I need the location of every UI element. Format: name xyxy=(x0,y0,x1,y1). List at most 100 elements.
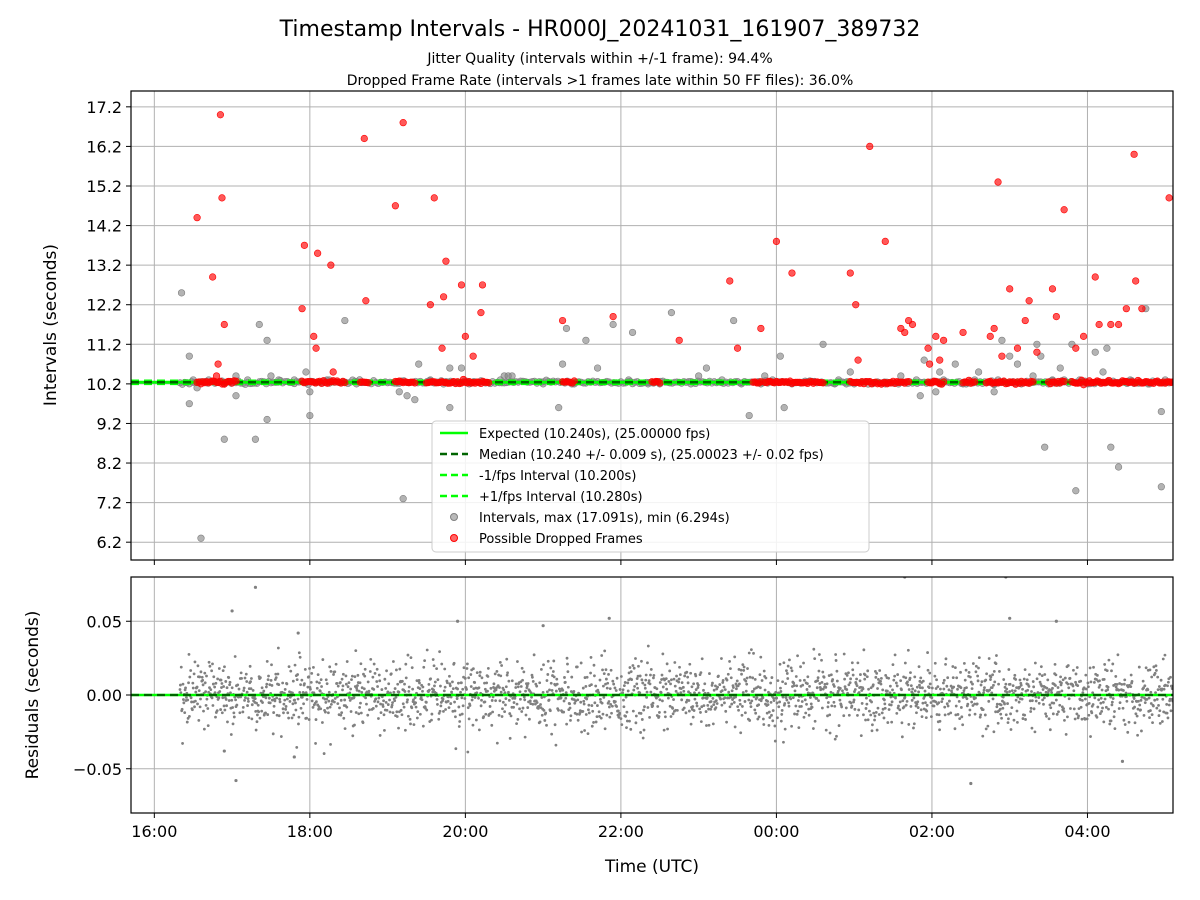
residual-point xyxy=(879,679,882,683)
residual-point xyxy=(297,722,300,726)
residuals-plot-frame xyxy=(130,576,1174,814)
residual-point xyxy=(1066,664,1070,667)
residual-point xyxy=(211,682,215,686)
residual-point xyxy=(413,696,417,700)
residual-point xyxy=(664,715,667,719)
residual-point xyxy=(917,690,921,694)
residual-point xyxy=(851,668,855,672)
dropped-frame-point xyxy=(360,134,368,143)
residual-point xyxy=(1013,673,1017,677)
residual-point xyxy=(973,712,977,716)
residual-point xyxy=(712,703,716,707)
residual-point xyxy=(774,690,778,694)
residual-point xyxy=(320,685,323,688)
residual-point xyxy=(981,708,985,712)
residual-point xyxy=(1016,695,1020,699)
residual-point xyxy=(767,723,771,727)
residual-point xyxy=(1086,685,1090,689)
residual-point xyxy=(994,662,998,666)
residual-point xyxy=(554,743,558,747)
residual-point xyxy=(1001,706,1005,710)
residual-point xyxy=(677,680,681,684)
residual-point xyxy=(365,702,368,706)
residual-point xyxy=(266,678,270,682)
residual-point xyxy=(999,712,1003,716)
residual-point xyxy=(238,711,242,715)
residual-point xyxy=(443,685,447,689)
residual-point xyxy=(1137,699,1140,703)
residual-point xyxy=(655,696,658,700)
residual-point xyxy=(247,716,251,720)
residual-point xyxy=(329,702,333,706)
dropped-frame-point xyxy=(478,281,487,289)
residual-point xyxy=(994,710,997,714)
residual-point xyxy=(246,697,250,701)
residual-point xyxy=(898,700,902,704)
residual-point xyxy=(497,713,501,717)
residual-point xyxy=(1054,673,1058,677)
residual-point xyxy=(505,657,509,661)
dropped-frame-point xyxy=(1060,206,1068,214)
residual-point xyxy=(251,688,255,692)
residual-point xyxy=(733,655,737,659)
residual-point xyxy=(457,725,461,728)
residual-point xyxy=(215,709,219,713)
residual-point xyxy=(431,658,435,661)
residual-point xyxy=(582,699,586,703)
residual-point xyxy=(486,689,489,693)
residual-point xyxy=(499,690,503,694)
residual-point xyxy=(590,704,594,707)
residual-point xyxy=(436,703,439,706)
residual-point xyxy=(872,711,876,715)
dropped-frame-point xyxy=(1060,377,1068,386)
residual-point xyxy=(988,688,992,692)
residual-point xyxy=(483,700,487,704)
residual-point xyxy=(295,678,299,682)
residual-point xyxy=(497,673,501,677)
residual-point xyxy=(282,711,285,715)
residual-point xyxy=(354,649,358,653)
x-tick-label: 22:00 xyxy=(598,822,644,841)
residual-point xyxy=(250,677,253,680)
residual-point xyxy=(1111,662,1115,666)
residual-point xyxy=(1015,720,1019,724)
residual-point xyxy=(856,661,860,665)
residual-point xyxy=(705,724,708,727)
interval-point xyxy=(936,368,944,376)
residual-point xyxy=(883,706,887,710)
residual-point xyxy=(818,682,822,685)
dropped-frame-point xyxy=(327,261,335,269)
residual-point xyxy=(499,674,503,678)
residual-point xyxy=(268,701,272,705)
residual-point xyxy=(582,702,586,706)
residual-point xyxy=(179,665,183,669)
residual-point xyxy=(692,709,696,712)
residual-point xyxy=(874,711,878,714)
residual-point xyxy=(802,715,806,719)
residual-point xyxy=(339,713,343,717)
residual-point xyxy=(461,687,465,691)
residual-point xyxy=(292,755,296,759)
residual-point xyxy=(342,716,346,720)
residual-point xyxy=(526,706,530,709)
residual-point xyxy=(809,702,813,706)
residual-point xyxy=(775,696,779,700)
residual-point xyxy=(489,686,493,690)
dropped-frame-point xyxy=(1013,344,1022,352)
residual-point xyxy=(418,681,421,685)
residual-point xyxy=(934,687,938,690)
residual-point xyxy=(1159,678,1163,682)
residual-point xyxy=(1038,672,1042,676)
residual-point xyxy=(625,726,628,730)
dropped-frame-point xyxy=(1122,305,1130,313)
residual-point xyxy=(1004,682,1008,686)
residual-point xyxy=(410,706,414,710)
residual-point xyxy=(220,711,224,715)
residual-point xyxy=(264,685,268,689)
residual-point xyxy=(396,682,400,686)
residual-point xyxy=(739,731,743,735)
residual-point xyxy=(1105,669,1109,673)
residual-point xyxy=(388,710,392,714)
residual-point xyxy=(391,701,394,704)
